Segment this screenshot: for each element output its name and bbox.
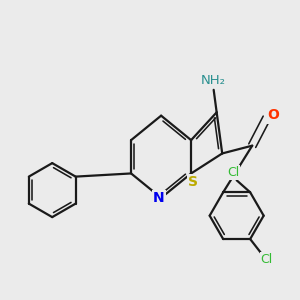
Text: Cl: Cl — [260, 253, 273, 266]
Text: N: N — [153, 191, 164, 205]
Text: Cl: Cl — [227, 166, 239, 179]
Text: O: O — [267, 109, 279, 122]
Text: NH₂: NH₂ — [201, 74, 226, 87]
Text: S: S — [188, 175, 198, 189]
